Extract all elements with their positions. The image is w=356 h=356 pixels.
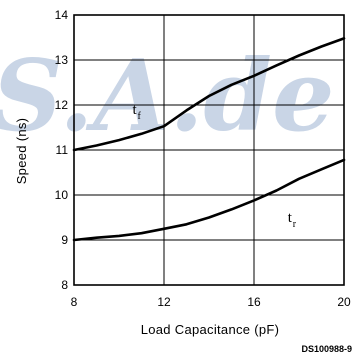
x-axis-label: Load Capacitance (pF) <box>141 322 280 337</box>
series-line-tr <box>72 158 346 242</box>
series-group <box>72 37 346 242</box>
x-tick-label-12: 12 <box>157 295 171 309</box>
series-label-sub-r: r <box>293 219 297 230</box>
series-label-sub-f: f <box>138 111 142 122</box>
y-tick-label-12: 12 <box>55 98 69 112</box>
x-axis-ticks: 8 12 16 20 <box>71 295 351 309</box>
series-label-tf: t <box>133 102 138 118</box>
x-tick-label-20: 20 <box>337 295 351 309</box>
y-tick-label-14: 14 <box>55 8 69 22</box>
y-tick-label-9: 9 <box>61 233 68 247</box>
figure-code: DS100988-9 <box>301 344 352 354</box>
x-tick-label-16: 16 <box>247 295 261 309</box>
y-tick-label-11: 11 <box>56 143 69 157</box>
series-labels: t ft r <box>133 102 297 230</box>
x-tick-label-8: 8 <box>71 295 78 309</box>
y-tick-label-13: 13 <box>55 53 69 67</box>
series-label-tr: t <box>288 210 293 226</box>
y-axis-ticks: 8 9 10 11 12 13 14 <box>55 8 69 292</box>
watermark: S.A.de <box>0 39 334 154</box>
y-tick-label-8: 8 <box>61 278 68 292</box>
y-tick-label-10: 10 <box>55 188 69 202</box>
y-axis-label: Speed (ns) <box>14 118 29 185</box>
grid <box>74 15 344 285</box>
series-line-tf <box>72 37 346 152</box>
